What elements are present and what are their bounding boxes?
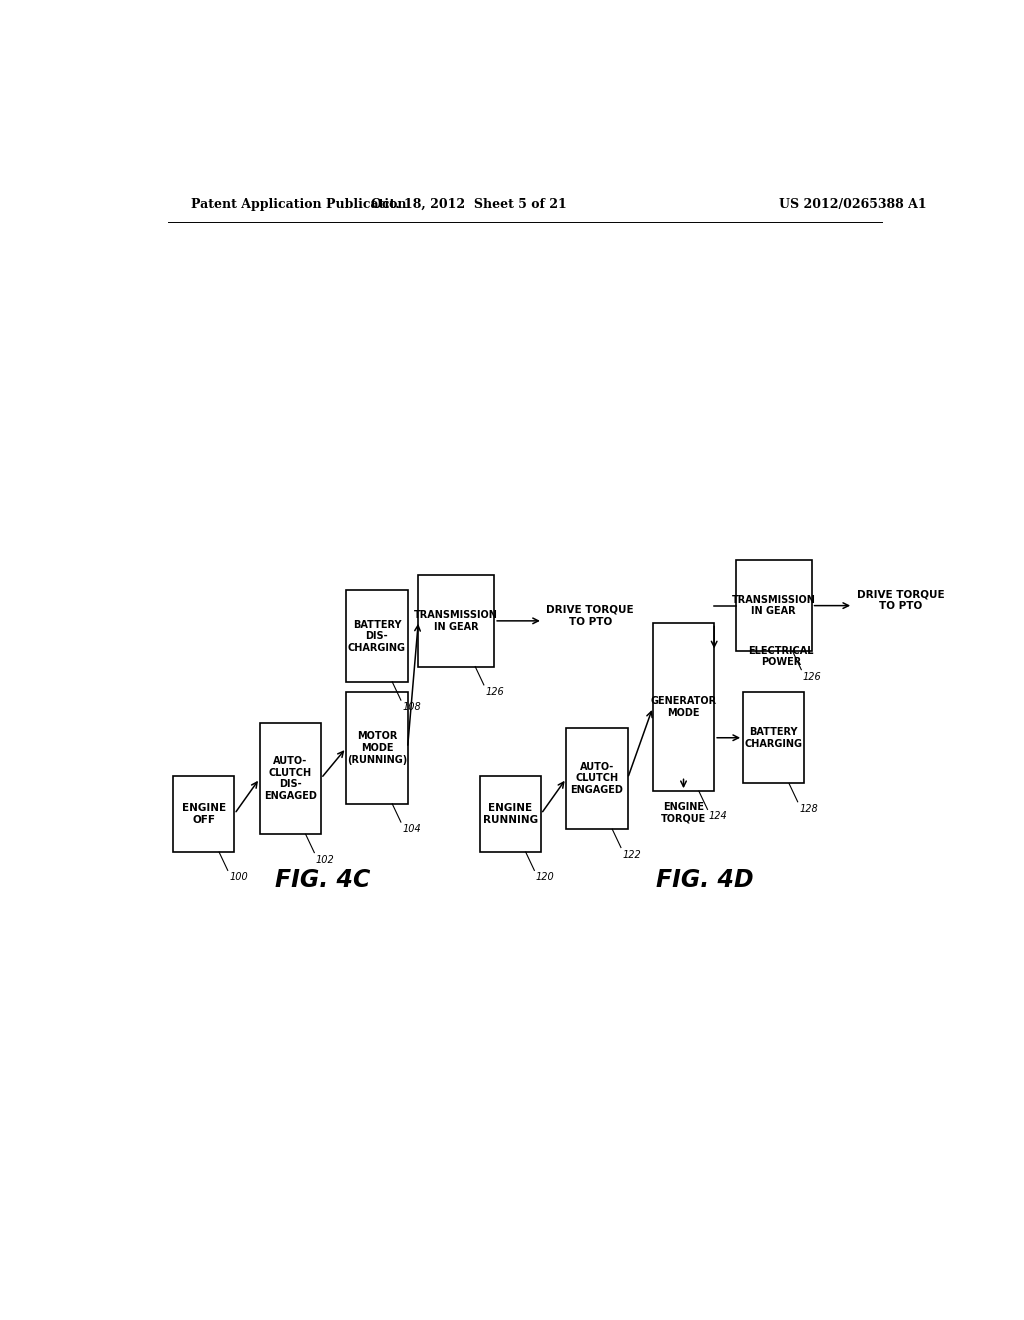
Bar <box>173 776 234 853</box>
Text: US 2012/0265388 A1: US 2012/0265388 A1 <box>778 198 927 211</box>
Bar <box>479 776 541 853</box>
Text: DRIVE TORQUE
TO PTO: DRIVE TORQUE TO PTO <box>547 605 634 627</box>
Text: AUTO-
CLUTCH
DIS-
ENGAGED: AUTO- CLUTCH DIS- ENGAGED <box>264 756 316 801</box>
Text: FIG. 4C: FIG. 4C <box>275 869 371 892</box>
Text: 124: 124 <box>709 812 728 821</box>
Text: Oct. 18, 2012  Sheet 5 of 21: Oct. 18, 2012 Sheet 5 of 21 <box>372 198 567 211</box>
Text: BATTERY
DIS-
CHARGING: BATTERY DIS- CHARGING <box>348 619 406 652</box>
Text: Patent Application Publication: Patent Application Publication <box>191 198 407 211</box>
Text: 128: 128 <box>799 804 818 814</box>
Text: 108: 108 <box>402 702 421 713</box>
Text: TRANSMISSION
IN GEAR: TRANSMISSION IN GEAR <box>732 595 816 616</box>
Text: FIG. 4D: FIG. 4D <box>656 869 754 892</box>
Text: BATTERY
CHARGING: BATTERY CHARGING <box>744 727 803 748</box>
Bar <box>653 623 714 791</box>
Text: 126: 126 <box>803 672 821 681</box>
Text: 126: 126 <box>485 686 504 697</box>
Bar <box>419 576 495 667</box>
Text: AUTO-
CLUTCH
ENGAGED: AUTO- CLUTCH ENGAGED <box>570 762 624 795</box>
Text: DRIVE TORQUE
TO PTO: DRIVE TORQUE TO PTO <box>857 590 944 611</box>
Bar <box>346 692 408 804</box>
Text: 102: 102 <box>315 854 335 865</box>
Bar <box>346 590 408 682</box>
Text: ENGINE
OFF: ENGINE OFF <box>181 803 226 825</box>
Bar <box>260 722 321 834</box>
Text: 120: 120 <box>536 873 555 883</box>
Bar <box>736 560 812 651</box>
Text: 104: 104 <box>402 824 421 834</box>
Text: ENGINE
TORQUE: ENGINE TORQUE <box>660 801 707 824</box>
Text: GENERATOR
MODE: GENERATOR MODE <box>650 697 717 718</box>
Text: ENGINE
RUNNING: ENGINE RUNNING <box>482 803 538 825</box>
Text: ELECTRICAL
POWER: ELECTRICAL POWER <box>749 645 814 667</box>
Text: 122: 122 <box>623 850 641 859</box>
Text: TRANSMISSION
IN GEAR: TRANSMISSION IN GEAR <box>415 610 499 632</box>
Text: MOTOR
MODE
(RUNNING): MOTOR MODE (RUNNING) <box>347 731 407 764</box>
Bar <box>743 692 805 784</box>
Text: 100: 100 <box>229 873 248 883</box>
Bar <box>566 727 628 829</box>
